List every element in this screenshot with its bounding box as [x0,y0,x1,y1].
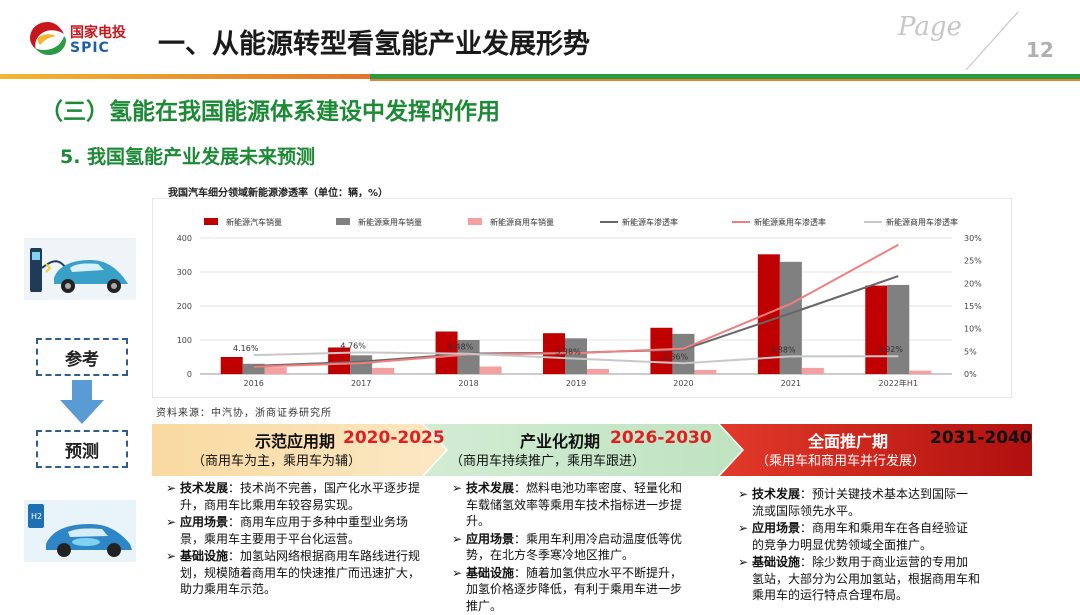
x-axis-tick-label: 2016 [244,379,264,388]
hydrogen-car-icon: H2 [24,500,136,562]
left-axis-tick-label: 300 [177,268,192,277]
header-divider-orange [0,74,370,79]
down-arrow-icon [60,380,104,424]
stage2-list: ➢ 技术发展：燃料电池功率密度、轻量化和车载储氢效率等乘用车技术指标进一步提升。 … [452,480,688,615]
x-axis-tick-label: 2017 [351,379,371,388]
x-axis-tick-label: 2018 [458,379,478,388]
legend-swatch [468,218,482,225]
stage3-subtitle: （乘用车和商用车并行发展） [756,454,926,469]
stage1-years: 2020-2025 [343,428,445,448]
stage2-subtitle: （商用车持续推广，乘用车跟进） [450,454,646,469]
header-divider-thin [370,79,1080,81]
page-title: 一、从能源转型看氢能产业发展形势 [158,29,590,60]
section-title: （三）氢能在我国能源体系建设中发挥的作用 [40,99,500,125]
stage1-subtitle: （商用车为主，乘用车为辅） [192,454,362,469]
left-axis-tick-label: 0 [187,370,192,379]
list-item: ➢ 技术发展：技术尚不完善，国产化水平逐步提升，商用车比乘用车较容易实现。 [166,481,421,512]
bar-2018 [457,340,480,374]
bar-2020 [694,369,717,374]
right-axis-tick-label: 0% [964,370,977,379]
legend-label: 新能源车渗透率 [622,217,678,227]
bar-2019 [565,338,587,374]
svg-text:H2: H2 [31,512,42,521]
data-label: 2.36% [663,352,689,361]
logo-chinese-name: 国家电投 [70,25,126,41]
list-item: ➢ 基础设施：除少数用于商业运营的专用加氢站，大部分为公用加氢站，根据商用车和乘用… [738,555,981,602]
right-axis-tick-label: 25% [964,257,982,266]
bar-2016 [264,367,287,374]
header-divider-green [0,74,1080,79]
spic-logo-icon [30,22,66,55]
right-axis-tick-label: 30% [964,234,982,243]
line-新能源乘用车渗透率 [253,243,899,368]
x-axis-tick-label: 2022年H1 [879,378,918,388]
data-label: 4.48% [448,343,474,352]
bar-2017 [328,347,351,374]
legend-label: 新能源汽车销量 [226,217,282,227]
bar-2018 [479,366,502,374]
data-label: 4.76% [340,341,366,350]
stage2-years: 2026-2030 [610,428,712,448]
data-label: 4.16% [233,344,259,353]
stage3-years: 2031-2040 [930,428,1032,448]
bar-2017 [350,355,373,374]
stage-timeline-bar [152,424,1032,476]
x-axis-tick-label: 2021 [781,379,801,388]
stage1-list: ➢ 技术发展：技术尚不完善，国产化水平逐步提升，商用车比乘用车较容易实现。 ➢ 应用… [166,480,422,599]
list-item: ➢ 基础设施：加氢站网络根据商用车路线进行规划，规模随着商用车的快速推广而迅速扩大… [166,549,421,596]
bar-2022年H1 [909,370,932,374]
right-axis-tick-label: 20% [964,279,982,288]
page-number: 12 [1026,38,1054,62]
ev-charging-car-icon [24,238,136,300]
bar-2021 [779,261,802,374]
bar-2019 [587,368,609,374]
stage3-title: 全面推广期 [808,432,889,451]
line-新能源商用车渗透率 [253,351,899,365]
penetration-chart: 0 100 200 300 400 0% 5% 10% 15% 20% 25% 30% 2016 2017… [152,198,1012,398]
list-item: ➢ 应用场景：商用车和乘用车在各自经验证的竞争力明显优势领域全面推广。 [738,521,969,552]
x-axis-tick-label: 2019 [566,379,586,388]
left-axis-tick-label: 400 [177,234,192,243]
stage1-title: 示范应用期 [255,432,336,451]
bar-2021 [801,367,824,374]
bar-2017 [372,367,395,374]
chart-source: 资料来源：中汽协，浙商证券研究所 [156,408,332,419]
legend-swatch [204,218,218,225]
stage3-list: ➢ 技术发展：预计关键技术基本达到国际一流或国际领先水平。 ➢ 应用场景：商用车和乘… [738,486,980,605]
stage2-title: 产业化初期 [520,432,601,451]
left-axis-tick-label: 200 [177,302,192,311]
list-item: ➢ 应用场景：商用车应用于多种中重型业务场景，乘用车主要用于平台化运营。 [166,515,409,546]
legend-label: 新能源商用车渗透率 [886,217,958,227]
right-axis-tick-label: 15% [964,302,982,311]
data-label: 3.92% [878,345,904,354]
x-axis-tick-label: 2020 [673,379,693,388]
chart-title: 我国汽车细分领域新能源渗透率（单位：辆，%） [168,188,389,199]
page-word-label: Page [898,12,962,42]
bar-2016 [242,363,265,374]
legend-swatch [336,218,350,225]
left-axis-tick-label: 100 [177,336,192,345]
legend-label: 新能源商用车销量 [490,217,554,227]
bar-2016 [220,357,243,374]
legend-label: 新能源乘用车销量 [358,217,422,227]
right-axis-tick-label: 5% [964,347,977,356]
data-label: 3.38% [555,348,581,357]
bar-2022年H1 [887,284,910,374]
legend-label: 新能源乘用车渗透率 [754,217,826,227]
list-item: ➢ 技术发展：燃料电池功率密度、轻量化和车载储氢效率等乘用车技术指标进一步提升。 [452,481,683,528]
list-item: ➢ 技术发展：预计关键技术基本达到国际一流或国际领先水平。 [738,487,969,518]
bar-2022年H1 [865,285,888,374]
reference-box: 参考 [36,338,128,376]
right-axis-tick-label: 10% [964,325,982,334]
sub-title: 5. 我国氢能产业发展未来预测 [60,146,316,168]
list-item: ➢ 基础设施：随着加氢供应水平不断提升，加氢价格逐步降低，有利于乘用车进一步推广。 [452,565,683,613]
logo-english-name: SPIC [70,40,110,56]
bar-2021 [757,254,780,374]
prediction-box: 预测 [36,430,128,468]
data-label: 3.88% [770,345,796,354]
list-item: ➢ 应用场景：乘用车利用冷启动温度低等优势，在北方冬季寒冷地区推广。 [452,531,683,563]
page-divider-slash [965,11,1019,71]
